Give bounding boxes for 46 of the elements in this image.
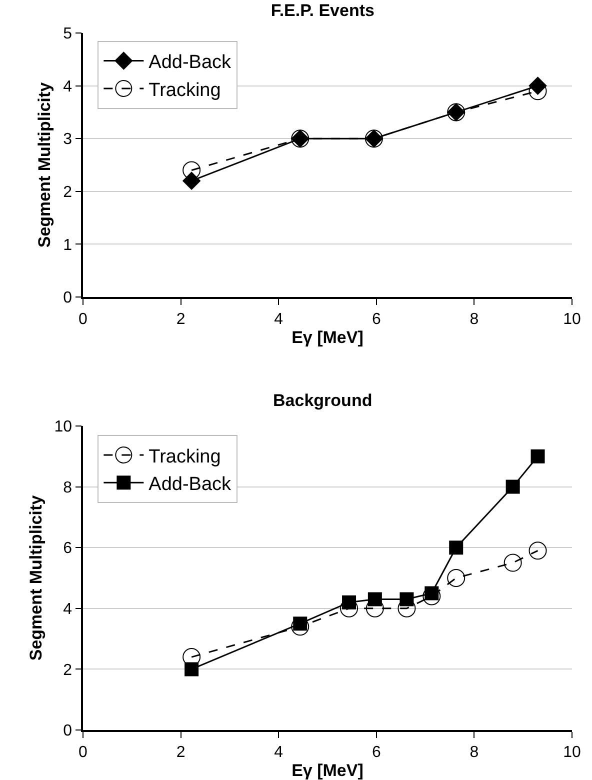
point <box>506 480 520 494</box>
y-tick-label: 0 <box>63 290 72 307</box>
x-tick-label: 6 <box>372 744 381 761</box>
y-tick-label: 2 <box>63 662 72 679</box>
x-tick-label: 4 <box>274 310 284 328</box>
x-tick-label: 6 <box>372 310 381 328</box>
point <box>182 161 201 180</box>
y-tick-label: 0 <box>63 722 72 740</box>
y-tick-label: 6 <box>63 540 72 558</box>
chart-title: Background <box>273 390 372 410</box>
y-tick-label: 5 <box>63 26 72 43</box>
x-tick-label: 10 <box>563 310 581 328</box>
y-tick-label: 3 <box>63 131 72 148</box>
legend-label: Add-Back <box>148 474 232 496</box>
y-tick-label: 10 <box>54 418 72 436</box>
x-tick-label: 0 <box>78 310 88 328</box>
chart-title: F.E.P. Events <box>270 0 374 20</box>
y-tick-label: 8 <box>63 479 72 496</box>
point <box>184 662 199 676</box>
point <box>182 172 201 190</box>
x-tick-label: 10 <box>563 744 581 761</box>
y-tick-label: 4 <box>63 78 72 96</box>
x-tick-label: 4 <box>274 744 284 761</box>
legend-label: Tracking <box>148 446 221 468</box>
point <box>342 595 356 610</box>
y-tick-label: 2 <box>63 184 72 201</box>
point <box>400 592 414 606</box>
x-tick-label: 2 <box>176 310 186 328</box>
legend-label: Tracking <box>148 80 221 101</box>
point <box>447 569 466 587</box>
y-tick-label: 4 <box>63 601 72 618</box>
y-tick-label: 1 <box>63 236 72 254</box>
point <box>368 592 382 606</box>
x-tick-label: 8 <box>470 744 479 761</box>
x-axis-title: Eγ [MeV] <box>292 760 364 780</box>
point <box>530 449 545 464</box>
point <box>504 554 522 572</box>
x-tick-label: 0 <box>78 744 88 761</box>
x-tick-label: 2 <box>176 744 186 761</box>
x-axis-title: Eγ [MeV] <box>292 328 364 347</box>
point <box>528 542 547 560</box>
legend-label: Add-Back <box>148 52 232 74</box>
y-axis-title: Segment Multiplicity <box>35 82 54 248</box>
y-axis-title: Segment Multiplicity <box>26 494 46 661</box>
point <box>449 540 464 555</box>
x-tick-label: 8 <box>470 310 479 328</box>
